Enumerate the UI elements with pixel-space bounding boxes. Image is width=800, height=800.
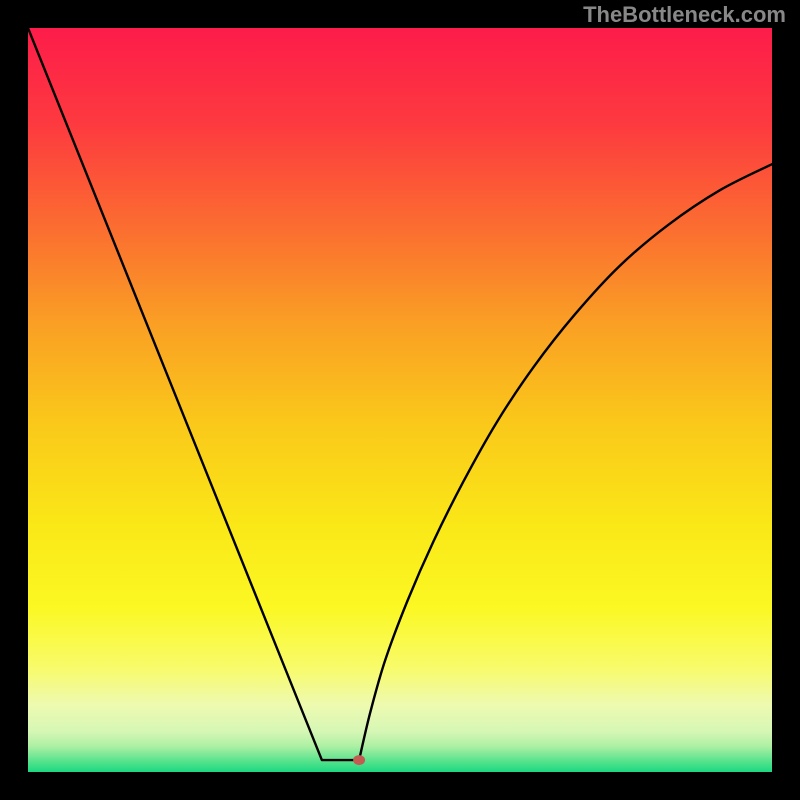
bottleneck-curve bbox=[28, 28, 772, 760]
plot-area bbox=[28, 28, 772, 772]
minimum-marker bbox=[353, 755, 365, 765]
figure-container: TheBottleneck.com bbox=[0, 0, 800, 800]
frame-border-right bbox=[772, 0, 800, 800]
frame-border-bottom bbox=[0, 772, 800, 800]
watermark-text: TheBottleneck.com bbox=[583, 2, 786, 28]
frame-border-left bbox=[0, 0, 28, 800]
curve-layer bbox=[28, 28, 772, 772]
